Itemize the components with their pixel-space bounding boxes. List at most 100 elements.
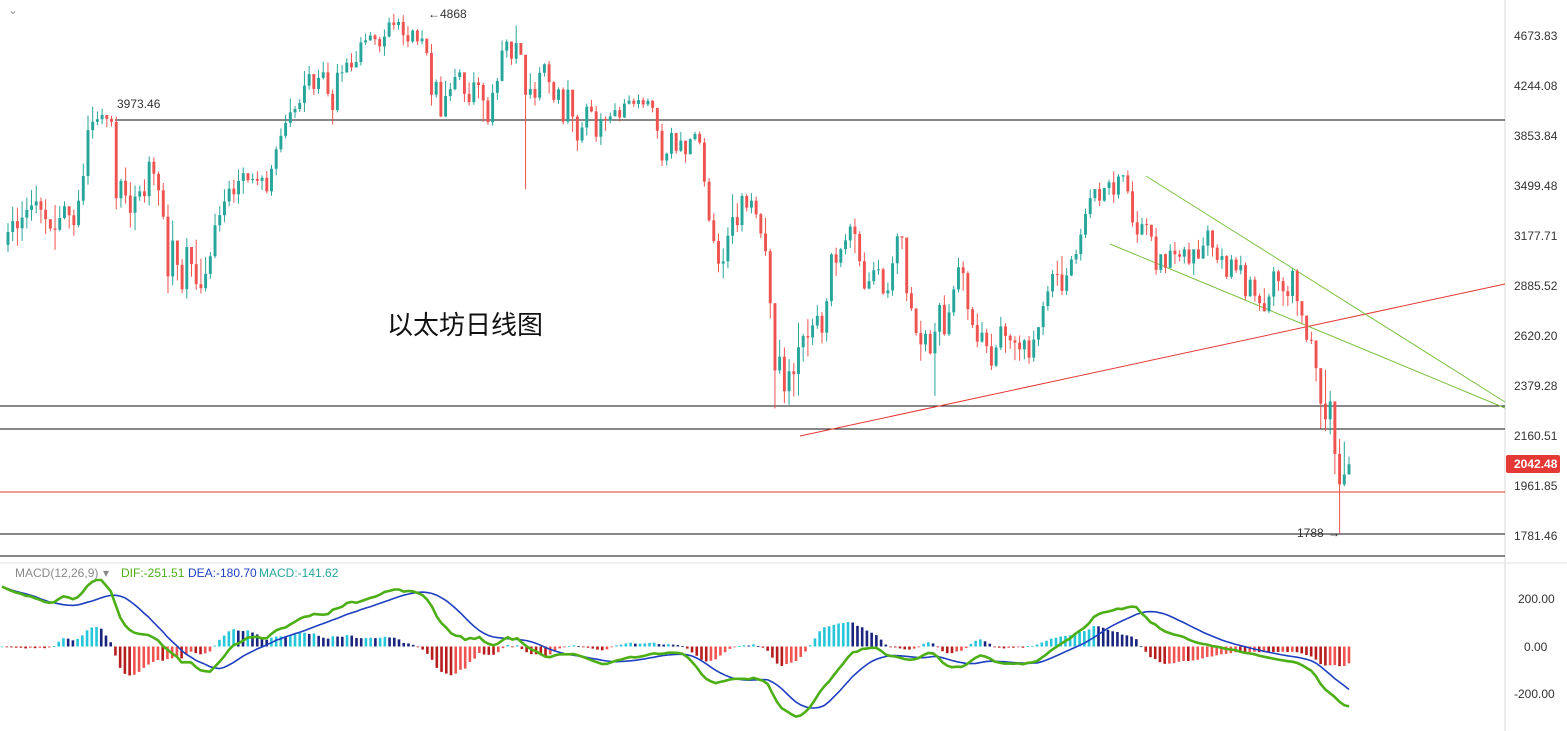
candle-body — [571, 89, 575, 117]
candle-body — [124, 180, 128, 196]
macd-histogram-bar — [1338, 646, 1341, 667]
chevron-down-icon[interactable]: ⌄ — [8, 3, 18, 17]
macd-histogram-bar — [780, 646, 784, 666]
candle-body — [909, 293, 913, 309]
candle-body — [759, 214, 763, 234]
macd-histogram-bar — [681, 646, 684, 647]
candle-body — [1178, 254, 1182, 257]
macd-histogram-bar — [293, 634, 297, 647]
candle-body — [1338, 453, 1342, 485]
candle-body — [58, 217, 62, 230]
macd-histogram-bar — [1182, 646, 1185, 661]
macd-histogram-bar — [993, 646, 996, 648]
macd-histogram-bar — [71, 640, 75, 647]
candle-body — [251, 178, 255, 181]
macd-histogram-bar — [1324, 646, 1327, 666]
macd-histogram-bar — [307, 633, 311, 647]
macd-histogram-bar — [974, 640, 977, 647]
candle-body — [1267, 296, 1271, 312]
trendline-group — [799, 175, 1506, 437]
macd-histogram-bar — [322, 637, 325, 647]
macd-histogram-bar — [237, 630, 240, 647]
candle-body — [980, 332, 984, 342]
candle-body — [444, 95, 448, 117]
candle-body — [1253, 279, 1257, 296]
macd-histogram-bar — [596, 646, 599, 650]
candle-body — [1225, 256, 1229, 277]
macd-histogram-bar — [605, 646, 609, 650]
candle-body — [11, 221, 15, 233]
hline-group — [0, 119, 1505, 557]
candle-body — [735, 217, 739, 226]
candle-body — [942, 304, 946, 335]
price-y-axis: 4673.83 4244.08 3853.84 3499.48 3177.71 … — [1506, 29, 1560, 543]
candle-body — [213, 225, 217, 257]
candle-body — [387, 22, 391, 37]
macd-histogram-bar — [813, 638, 817, 647]
macd-histogram-bar — [0, 646, 4, 648]
candle-body — [1286, 291, 1290, 296]
macd-histogram-bar — [941, 646, 944, 652]
macd-histogram-bar — [865, 630, 869, 647]
macd-histogram-bar — [851, 622, 855, 647]
macd-histogram-bar — [407, 643, 410, 647]
candle-body — [712, 220, 716, 242]
macd-histogram-bar — [870, 632, 873, 647]
macd-histogram-bar — [738, 646, 741, 647]
candle-body — [161, 190, 165, 217]
macd-y-tick-label: -200.00 — [1514, 687, 1555, 701]
macd-histogram-bar — [47, 646, 51, 648]
macd-histogram-bar — [185, 646, 188, 655]
macd-histogram-bar — [199, 646, 202, 655]
candle-body — [293, 109, 297, 113]
candle-body — [331, 93, 335, 111]
macd-histogram-bar — [1248, 646, 1252, 652]
candle-body — [448, 89, 452, 96]
candle-body — [1182, 249, 1186, 257]
candle-body — [119, 180, 123, 199]
candle-body — [745, 196, 749, 208]
candle-body — [462, 72, 466, 94]
candle-body — [1036, 327, 1040, 340]
candle-body — [900, 236, 904, 238]
macd-histogram-bar — [142, 646, 146, 668]
candle-body — [589, 106, 593, 112]
macd-histogram-bar — [927, 642, 930, 647]
macd-histogram-bar — [1267, 646, 1270, 652]
candle-body — [227, 188, 231, 202]
candle-body — [820, 315, 824, 333]
low-label: 1788 — [1297, 526, 1324, 540]
candle-body — [1102, 188, 1106, 201]
macd-histogram-bar — [449, 646, 453, 676]
candle-body — [1149, 224, 1153, 237]
macd-histogram-bar — [331, 636, 335, 647]
settings-dropdown-icon[interactable]: ▾ — [103, 566, 109, 580]
candle-body — [519, 43, 523, 55]
candle-body — [1093, 189, 1097, 199]
candle-body — [48, 219, 52, 229]
candle-body — [1173, 250, 1177, 255]
candle-body — [1060, 274, 1064, 291]
candle-body — [933, 331, 937, 354]
candle-body — [834, 254, 838, 263]
macd-histogram-bar — [1021, 646, 1025, 648]
y-tick-label: 1781.46 — [1514, 529, 1558, 543]
candle-body — [1121, 175, 1125, 177]
macd-histogram-bar — [544, 646, 547, 656]
candle-body — [505, 41, 509, 51]
candle-body — [627, 100, 631, 104]
candle-body — [477, 82, 480, 86]
macd-histogram-bar — [922, 643, 925, 647]
level-label: 3973.46 — [117, 97, 161, 111]
candle-body — [1022, 340, 1026, 350]
candle-body — [797, 347, 800, 375]
candle-body — [34, 201, 38, 206]
candle-body — [326, 72, 330, 94]
macd-histogram-bar — [837, 623, 840, 647]
y-tick-label: 2379.28 — [1514, 379, 1558, 393]
macd-histogram-bar — [10, 646, 13, 648]
macd-histogram-bar — [1045, 640, 1048, 647]
macd-histogram-bar — [104, 635, 108, 647]
macd-histogram-bar — [24, 646, 27, 649]
macd-histogram-bar — [634, 643, 637, 647]
